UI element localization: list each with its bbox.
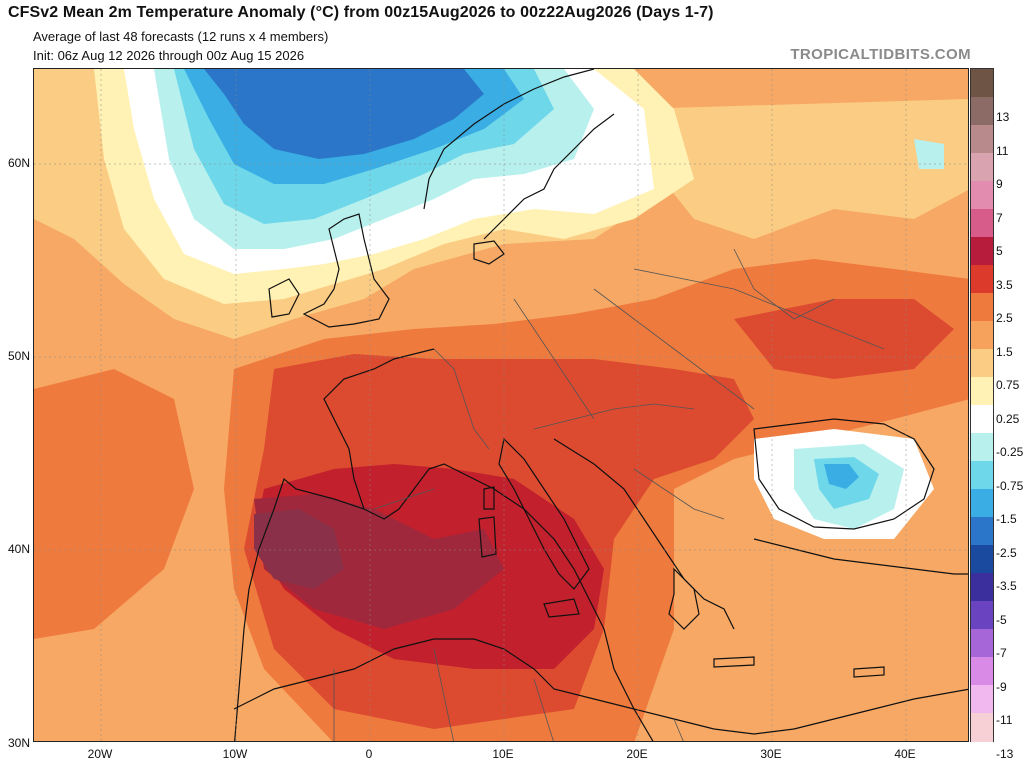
coastline-france-biscay	[323, 348, 435, 510]
colorbar-label: 0.75	[996, 378, 1020, 392]
coastline-turkey	[753, 538, 968, 575]
temperature-anomaly-map	[33, 68, 969, 742]
colorbar-label: -2.5	[996, 545, 1017, 560]
brand-watermark: TROPICALTIDBITS.COM	[790, 46, 971, 63]
colorbar-label: -11	[996, 713, 1013, 727]
border-poland-ukraine	[593, 288, 755, 410]
colorbar-label: 7	[996, 210, 1003, 225]
colorbar-segment	[971, 237, 993, 266]
map-subtitle-forecast-average: Average of last 48 forecasts (12 runs x …	[33, 29, 329, 44]
coastline-sweden-baltic	[483, 113, 615, 240]
colorbar-segment	[971, 461, 993, 490]
colorbar-segment	[971, 293, 993, 322]
lon-label-10e: 10E	[492, 747, 514, 761]
lat-label-40n: 40N	[7, 542, 30, 556]
lat-label-30n: 30N	[7, 736, 30, 750]
border-north-africa	[333, 648, 684, 741]
coastline-corsica	[483, 486, 495, 510]
anomaly-region-maroon-core-iberia	[254, 509, 344, 589]
lat-label-60n: 60N	[7, 156, 30, 170]
colorbar-segment	[971, 657, 993, 686]
border-belarus-russia	[733, 248, 835, 320]
colorbar-segment	[971, 125, 993, 154]
colorbar-segment	[971, 573, 993, 602]
anomaly-region-deep-blue-norwegian-sea	[204, 69, 484, 159]
border-austria-hungary	[533, 403, 695, 430]
border-eastern-europe	[633, 268, 885, 350]
colorbar-segment	[971, 181, 993, 210]
colorbar-label: -3.5	[996, 579, 1017, 593]
graticule	[34, 69, 968, 741]
anomaly-region-light-warm-east	[634, 99, 968, 239]
lon-label-20w: 20W	[87, 747, 113, 761]
anomaly-field	[34, 69, 968, 741]
coastline-norway	[423, 69, 595, 210]
border-balkans	[633, 468, 725, 520]
colorbar-label: -0.75	[996, 478, 1024, 493]
coastline-sicily	[543, 598, 580, 618]
colorbar-segment	[971, 685, 993, 714]
colorbar-label: -9	[996, 679, 1007, 694]
colorbar-segment	[971, 545, 993, 574]
colorbar-label: -1.5	[996, 512, 1017, 526]
colorbar-segment	[971, 265, 993, 294]
colorbar-segment	[971, 405, 993, 434]
map-subtitle-init-time: Init: 06z Aug 12 2026 through 00z Aug 15…	[33, 48, 305, 63]
coastline-sardinia	[478, 516, 497, 558]
colorbar-segment	[971, 433, 993, 462]
colorbar-label: 3.5	[996, 277, 1013, 292]
colorbar-segment	[971, 713, 993, 742]
colorbar-label: 9	[996, 177, 1003, 191]
coastline-black-sea	[753, 418, 935, 530]
anomaly-region-cyan-finland	[914, 139, 944, 169]
coastline-ireland	[268, 278, 300, 318]
border-france-germany	[433, 348, 490, 450]
coastline-north-africa	[233, 638, 968, 735]
colorbar-segment	[971, 69, 993, 98]
colorbar-label: -13	[996, 746, 1014, 761]
colorbar-segment	[971, 349, 993, 378]
border-spain-france	[373, 488, 435, 510]
colorbar-label: 0.25	[996, 411, 1020, 426]
colorbar-label: 11	[996, 143, 1009, 158]
colorbar-segment	[971, 153, 993, 182]
colorbar-segment	[971, 209, 993, 238]
lon-label-40e: 40E	[894, 747, 916, 761]
colorbar-segment	[971, 629, 993, 658]
colorbar-label: 13	[996, 110, 1010, 124]
coastline-greece	[668, 567, 700, 630]
colorbar-label: 1.5	[996, 344, 1013, 359]
colorbar-label: 5	[996, 244, 1003, 258]
country-borders	[333, 248, 885, 741]
colorbar	[970, 68, 994, 742]
lon-label-10w: 10W	[222, 747, 248, 761]
anomaly-region-mid-blue-black-sea	[824, 464, 859, 489]
lon-label-30e: 30E	[760, 747, 782, 761]
anomaly-region-orange-west-atlantic	[34, 369, 194, 639]
colorbar-segment	[971, 517, 993, 546]
coastline-denmark	[473, 240, 505, 265]
colorbar-segment	[971, 601, 993, 630]
border-germany-poland	[513, 298, 595, 420]
anomaly-region-red-orange-eastern-europe	[734, 299, 954, 379]
colorbar-segment	[971, 321, 993, 350]
coastline-crete	[713, 656, 755, 668]
lon-label-20e: 20E	[626, 747, 648, 761]
coastline-great-britain	[302, 213, 390, 328]
colorbar-segment	[971, 97, 993, 126]
lat-label-50n: 50N	[7, 349, 30, 363]
coastline-italy	[498, 437, 590, 590]
lon-label-0: 0	[365, 747, 373, 761]
colorbar-segment	[971, 489, 993, 518]
colorbar-label: -5	[996, 612, 1007, 627]
coastlines	[233, 69, 968, 741]
coastline-atlantic-europe	[234, 463, 654, 741]
coastline-balkans-adriatic	[553, 438, 735, 630]
colorbar-label: -7	[996, 646, 1007, 660]
colorbar-segment	[971, 377, 993, 406]
colorbar-label: 2.5	[996, 311, 1013, 325]
map-title: CFSv2 Mean 2m Temperature Anomaly (°C) f…	[8, 4, 714, 21]
coastline-cyprus	[853, 666, 885, 678]
colorbar-label: -0.25	[996, 445, 1024, 459]
